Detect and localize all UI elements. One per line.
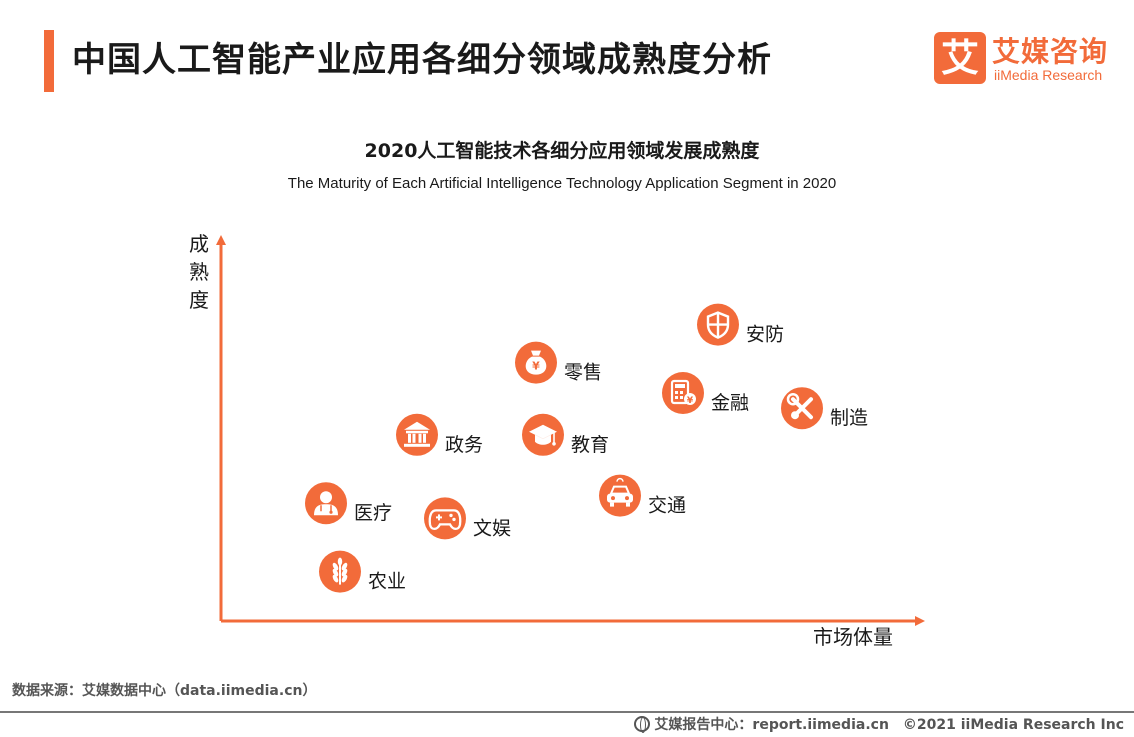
data-point-label: 交通	[648, 495, 686, 517]
shield-icon	[706, 311, 730, 339]
data-point: ¥ 金融	[662, 372, 749, 414]
data-point-label: 文娱	[473, 517, 511, 539]
data-point: 医疗	[305, 482, 392, 525]
chart-title: 2020人工智能技术各细分应用领域发展成熟度	[364, 140, 760, 162]
data-point-label: 金融	[711, 392, 749, 414]
page-title: 中国人工智能产业应用各细分领域成熟度分析	[72, 40, 772, 80]
data-point-label: 零售	[564, 362, 602, 384]
data-source: 数据来源：艾媒数据中心（data.iimedia.cn）	[12, 683, 317, 699]
data-point: 制造	[781, 387, 868, 430]
money-bag-icon: ¥	[525, 350, 547, 375]
car-icon	[607, 477, 633, 507]
data-point-label: 政务	[445, 434, 483, 456]
data-point-label: 医疗	[354, 502, 392, 524]
svg-text:¥: ¥	[687, 396, 694, 406]
data-point-marker	[396, 413, 438, 456]
footer-copyright: ©2021 iiMedia Research Inc	[902, 717, 1124, 733]
calculator-icon: ¥	[670, 379, 696, 406]
data-point: 政务	[396, 413, 483, 456]
data-point: 交通	[599, 474, 686, 517]
brand-logo: 艾 艾媒咨询 iiMedia Research	[934, 30, 1114, 86]
footer: 艾媒报告中心：report.iimedia.cn ©2021 iiMedia Re…	[634, 714, 1124, 734]
logo-name-en: iiMedia Research	[994, 67, 1103, 83]
data-point-label: 制造	[830, 407, 868, 429]
data-point-label: 农业	[368, 571, 406, 593]
y-axis-label-char: 成	[189, 232, 209, 256]
footer-divider	[0, 711, 1134, 713]
y-axis-label-char: 度	[189, 288, 209, 312]
data-point-label: 教育	[571, 434, 609, 456]
x-axis-label: 市场体量	[813, 625, 893, 649]
wheat-icon	[332, 557, 348, 585]
title-accent-bar	[44, 30, 54, 92]
data-point: 农业	[319, 550, 406, 593]
doctor-icon	[314, 491, 338, 516]
svg-text:¥: ¥	[532, 360, 540, 373]
gamepad-icon	[428, 509, 462, 531]
graduation-cap-icon	[529, 424, 557, 446]
wrench-icon	[786, 392, 813, 420]
globe-icon	[634, 716, 651, 733]
government-icon	[404, 421, 430, 447]
logo-mark-text: 艾	[940, 36, 979, 80]
data-point: ¥ 零售	[515, 341, 602, 384]
data-point: 教育	[522, 413, 609, 456]
footer-report: 艾媒报告中心：report.iimedia.cn	[654, 717, 889, 733]
data-point-label: 安防	[746, 324, 784, 346]
y-axis-label-char: 熟	[189, 260, 209, 284]
chart-subtitle: The Maturity of Each Artificial Intellig…	[287, 175, 837, 192]
data-point: 安防	[697, 303, 784, 346]
data-point: 文娱	[424, 497, 511, 540]
logo-name-cn: 艾媒咨询	[992, 35, 1109, 68]
y-axis-label: 成熟度	[189, 232, 209, 312]
logo-mark: 艾	[934, 32, 986, 84]
